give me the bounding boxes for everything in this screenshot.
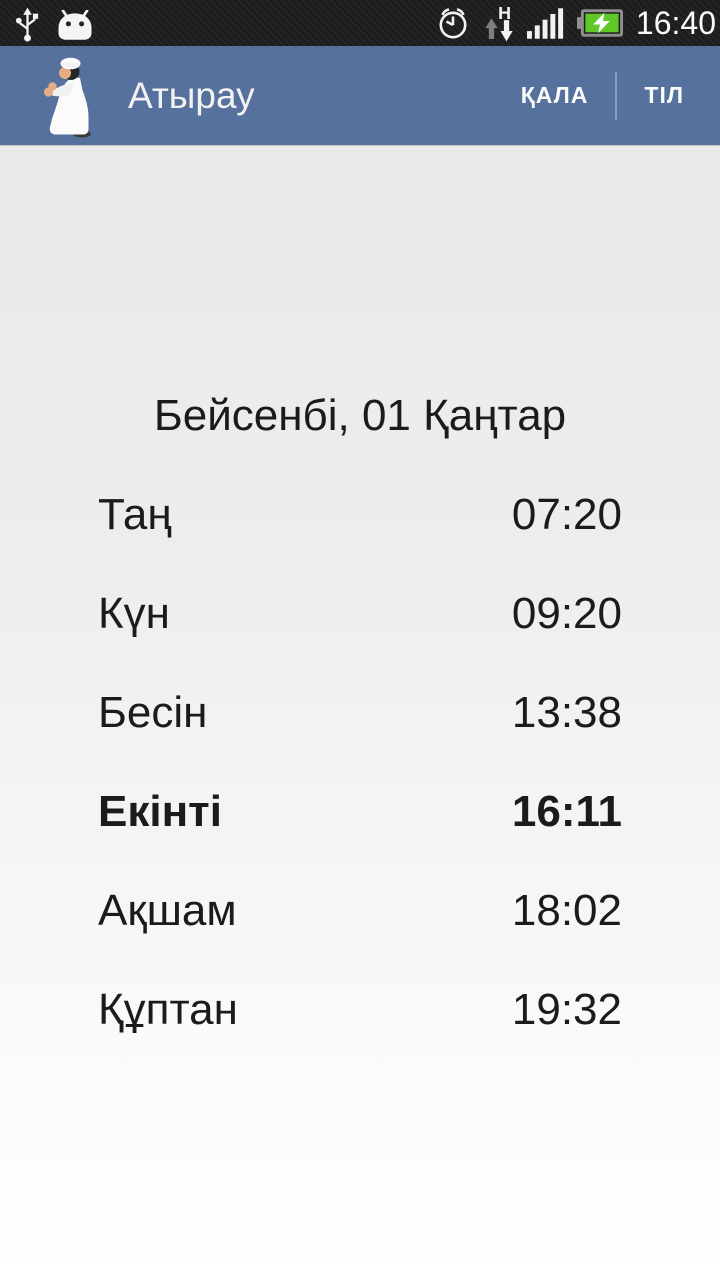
prayer-list: Таң 07:20 Күн 09:20 Бесін 13:38 Екінті 1… (98, 465, 622, 1059)
network-letter: H (498, 4, 511, 23)
status-bar-left (14, 0, 97, 46)
alarm-icon (439, 8, 467, 39)
action-menu: ҚАЛА ТІЛ (494, 46, 720, 145)
prayer-name: Бесін (98, 687, 208, 737)
date-text: Бейсенбі, 01 Қаңтар (153, 390, 567, 440)
menu-item-city[interactable]: ҚАЛА (520, 82, 589, 108)
battery-icon (576, 9, 623, 37)
times-block: Бейсенбі, 01 Қаңтар Таң 07:20 Күн 09:20 … (98, 366, 622, 1059)
prayer-time: 07:20 (511, 489, 622, 539)
prayer-time: 18:02 (511, 885, 622, 935)
menu-item-language[interactable]: ТІЛ (644, 82, 684, 108)
prayer-row: Бесін 13:38 (98, 663, 622, 762)
date-row: Бейсенбі, 01 Қаңтар (98, 366, 622, 465)
prayer-name: Күн (98, 588, 170, 638)
prayer-time: 09:20 (511, 588, 622, 638)
action-divider (615, 71, 618, 120)
usb-icon (15, 7, 39, 42)
prayer-time: 19:32 (511, 984, 622, 1034)
praying-person-icon (43, 57, 91, 138)
prayer-row: Екінті 16:11 (98, 762, 622, 861)
prayer-name: Құптан (98, 984, 238, 1034)
prayer-name: Екінті (98, 786, 222, 836)
prayer-name: Таң (98, 489, 172, 539)
prayer-time: 16:11 (511, 786, 622, 836)
prayer-name: Ақшам (98, 885, 237, 935)
prayer-row: Құптан 19:32 (98, 960, 622, 1059)
status-bar: H 16: (0, 0, 720, 46)
prayer-row: Ақшам 18:02 (98, 861, 622, 960)
status-bar-right: H 16: (435, 0, 716, 46)
prayer-row: Таң 07:20 (98, 465, 622, 564)
main-content: Бейсенбі, 01 Қаңтар Таң 07:20 Күн 09:20 … (0, 145, 720, 1280)
android-icon (58, 9, 92, 40)
prayer-time: 13:38 (511, 687, 622, 737)
signal-icon (526, 7, 564, 39)
hspa-activity-icon: H (485, 4, 513, 42)
prayer-row: Күн 09:20 (98, 564, 622, 663)
status-time: 16:40 (635, 5, 716, 41)
action-bar: Атырау ҚАЛА ТІЛ (0, 46, 720, 145)
page-title: Атырау (128, 74, 255, 116)
